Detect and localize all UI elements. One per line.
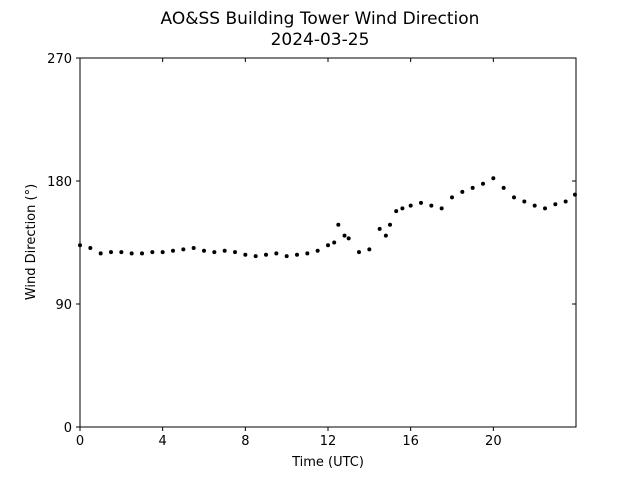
data-point	[233, 250, 237, 255]
x-axis-ticks: 0 4 8 12 16 20	[76, 58, 502, 449]
data-point	[191, 245, 196, 250]
plot-frame	[79, 57, 577, 428]
data-point	[202, 248, 206, 253]
data-point	[315, 248, 320, 253]
data-point	[481, 181, 485, 186]
data-point	[98, 251, 103, 256]
data-point	[367, 247, 372, 252]
data-point	[512, 195, 516, 200]
data-points	[78, 176, 577, 259]
data-point	[408, 203, 413, 208]
x-axis-label: Time (UTC)	[291, 455, 364, 470]
data-point	[129, 251, 134, 256]
data-point	[274, 251, 279, 256]
data-point	[501, 185, 506, 190]
y-tick-label: 270	[47, 52, 72, 67]
data-point	[181, 247, 186, 252]
data-point	[563, 199, 568, 204]
data-point	[109, 250, 113, 255]
data-point	[383, 233, 388, 238]
y-axis-label: Wind Direction (°)	[24, 184, 39, 300]
data-point	[212, 250, 217, 255]
data-point	[419, 200, 423, 205]
data-point	[543, 206, 547, 211]
data-point	[264, 252, 268, 257]
x-tick-label: 16	[402, 434, 419, 449]
data-point	[336, 222, 341, 227]
data-point	[394, 209, 399, 214]
data-point	[450, 195, 454, 200]
data-point	[171, 248, 175, 253]
data-point	[377, 226, 382, 231]
data-point	[253, 254, 258, 259]
x-tick-label: 8	[241, 434, 249, 449]
y-tick-label: 180	[47, 175, 72, 190]
x-tick-label: 12	[320, 434, 337, 449]
data-point	[357, 250, 361, 255]
data-point	[522, 199, 527, 204]
data-point	[140, 251, 144, 256]
data-point	[150, 250, 155, 255]
data-point	[470, 185, 475, 190]
data-point	[553, 202, 558, 207]
data-point	[88, 245, 93, 250]
data-point	[222, 248, 227, 253]
data-point	[460, 189, 465, 194]
data-point	[284, 254, 289, 259]
data-point	[346, 236, 351, 241]
data-point	[491, 176, 496, 181]
data-point	[342, 233, 347, 238]
data-point	[295, 252, 299, 257]
data-point	[326, 243, 330, 248]
data-point	[439, 206, 444, 211]
x-tick-label: 0	[76, 434, 84, 449]
chart-title: AO&SS Building Tower Wind Direction	[161, 9, 480, 29]
x-tick-label: 4	[159, 434, 167, 449]
data-point	[532, 203, 537, 208]
data-point	[388, 222, 392, 227]
x-tick-label: 20	[485, 434, 502, 449]
y-tick-label: 90	[55, 298, 72, 313]
data-point	[160, 250, 165, 255]
y-axis-ticks: 0 90 180 270	[47, 52, 576, 436]
data-point	[119, 250, 124, 255]
data-point	[429, 203, 434, 208]
data-point	[305, 251, 310, 256]
data-point	[400, 206, 405, 211]
chart-subtitle: 2024-03-25	[271, 30, 370, 50]
y-tick-label: 0	[64, 421, 72, 436]
data-point	[243, 252, 248, 257]
data-point	[332, 240, 337, 245]
